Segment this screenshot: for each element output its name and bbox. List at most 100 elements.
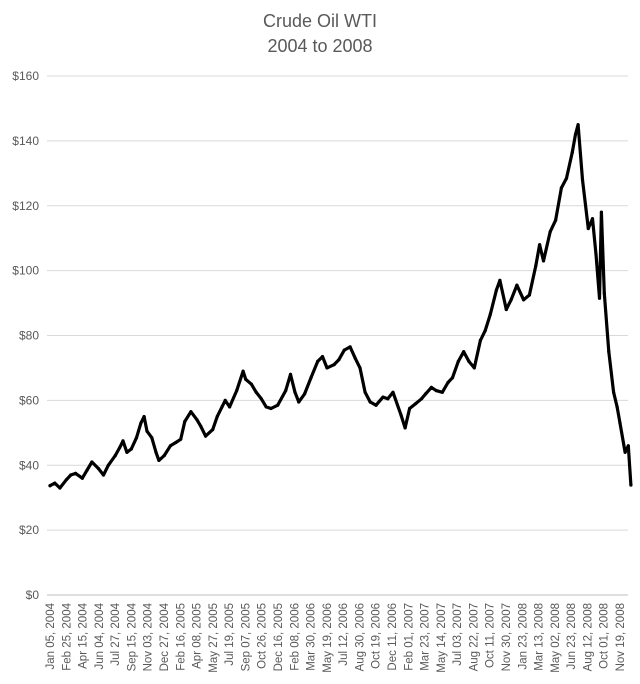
x-tick-label: Feb 08, 2006 [289,603,301,671]
data-point [462,350,466,354]
data-point [515,283,519,287]
data-point [199,424,203,428]
data-point [284,389,288,393]
data-point [353,356,357,360]
x-tick-label: Feb 25, 2004 [61,602,73,670]
data-point [386,397,390,401]
data-point [53,481,57,485]
data-point [80,476,84,480]
data-point [125,450,129,454]
data-point [538,243,542,247]
data-point [488,312,492,316]
data-point [478,338,482,342]
x-tick-label: Dec 16, 2005 [273,603,285,671]
data-point [179,437,183,441]
data-point [602,291,606,295]
data-point [235,389,239,393]
data-point [559,186,564,190]
x-tick-label: Oct 26, 2005 [257,603,269,669]
x-tick-label: May 14, 2007 [436,603,448,673]
x-tick-label: Sep 15, 2004 [126,602,138,671]
data-point [391,390,395,394]
data-point [342,348,346,352]
chart-subtitle: 2004 to 2008 [267,36,373,56]
x-tick-label: Nov 03, 2004 [143,602,155,671]
data-point [573,132,578,136]
data-point [494,288,498,292]
data-point [374,403,378,407]
x-tick-label: Mar 23, 2007 [420,603,432,671]
y-tick-label: $20 [19,523,39,537]
x-tick-label: Aug 30, 2006 [354,603,366,671]
x-tick-label: Feb 01, 2007 [403,603,415,671]
data-point [168,444,172,448]
data-point [607,350,611,354]
x-tick-label: Sep 07, 2005 [240,603,252,671]
data-point [576,123,580,127]
x-tick-label: May 02, 2008 [550,603,562,673]
data-point [564,176,569,180]
data-point [90,460,94,464]
data-point [472,366,476,370]
data-point [74,471,78,475]
data-point [264,405,268,409]
data-point [483,329,487,333]
data-point [189,410,193,414]
x-tick-label: Oct 19, 2006 [371,603,383,669]
data-point [586,226,590,231]
x-tick-label: Jan 23, 2008 [517,603,529,670]
data-point [276,403,280,407]
data-point [618,421,622,425]
data-point [403,426,407,430]
data-point [456,359,460,363]
y-tick-label: $100 [12,264,39,278]
y-tick-label: $140 [12,134,39,148]
data-point [58,486,62,490]
x-tick-label: Jul 12, 2006 [338,603,350,666]
data-point [113,453,117,458]
data-point [48,484,52,488]
data-point [504,307,508,312]
data-point [358,366,362,370]
x-tick-label: Apr 15, 2004 [78,602,90,668]
x-tick-label: Jan 05, 2004 [45,602,57,669]
data-point [142,415,146,419]
data-point [332,363,336,367]
data-point [154,450,158,454]
data-point [446,380,450,385]
data-point [303,392,307,396]
data-point [541,259,546,263]
x-tick-label: Aug 22, 2007 [468,603,480,671]
y-tick-label: $80 [19,329,39,343]
data-point [450,376,455,380]
data-point [325,366,329,370]
y-tick-label: $40 [19,458,39,472]
data-point [204,434,208,438]
x-tick-label: Dec 11, 2006 [387,603,399,671]
x-tick-label: Apr 08, 2005 [192,603,204,669]
data-point [293,390,297,394]
data-point [570,150,574,154]
data-point [337,358,341,362]
data-point [241,369,245,373]
data-point [597,296,602,300]
data-point [599,210,604,214]
data-point [381,395,385,399]
data-point [498,278,502,282]
data-point [269,406,273,411]
data-point [288,372,293,376]
x-tick-label: Jun 23, 2008 [566,603,578,670]
data-point [368,400,372,404]
x-tick-label: Oct 11, 2007 [485,603,497,668]
data-point [399,413,403,417]
data-point [195,418,199,422]
x-tick-label: Feb 16, 2005 [175,603,187,671]
data-point [259,397,263,401]
x-tick-label: Mar 13, 2008 [534,603,546,671]
data-point [419,397,424,401]
data-point [414,402,418,406]
x-tick-label: May 27, 2005 [208,603,220,673]
data-point [623,450,627,454]
data-point [121,439,125,443]
